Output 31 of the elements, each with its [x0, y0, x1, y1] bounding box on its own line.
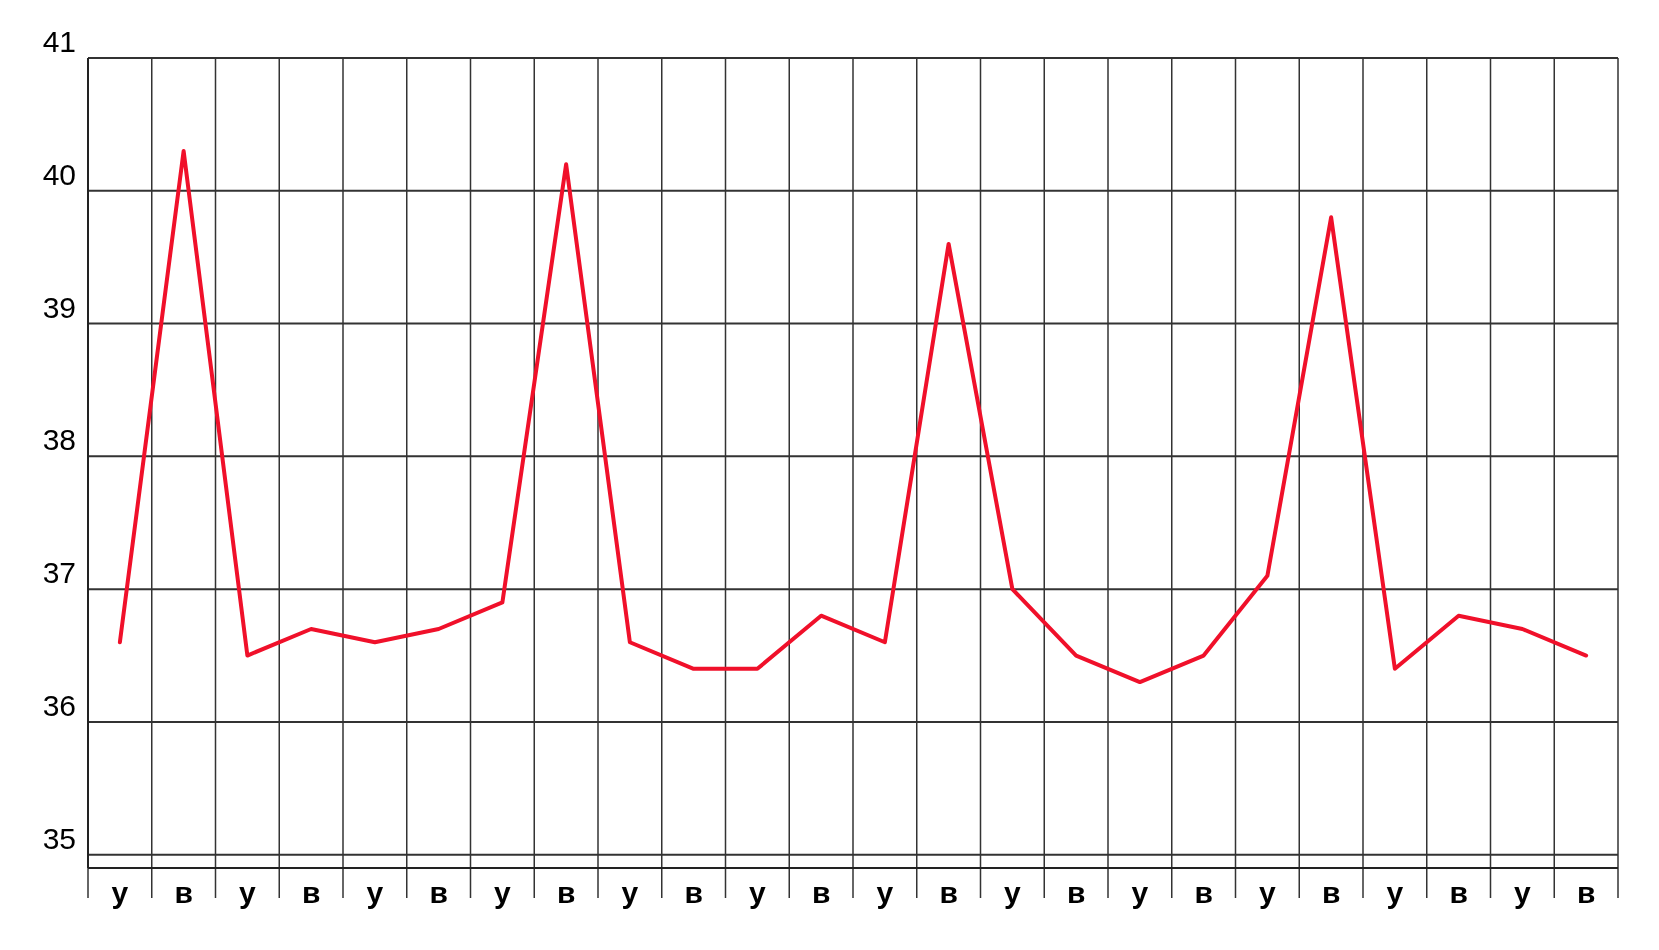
- x-tick-label: у: [1004, 876, 1022, 909]
- y-tick-label: 39: [42, 290, 76, 324]
- y-tick-label: 37: [42, 556, 76, 590]
- x-tick-label: у: [1514, 876, 1532, 909]
- y-tick-label: 38: [42, 423, 76, 457]
- x-tick-label: в: [1321, 876, 1341, 909]
- x-tick-label: в: [174, 876, 193, 909]
- x-tick-label: у: [1131, 876, 1149, 909]
- x-tick-label: в: [811, 876, 831, 909]
- x-tick-label: в: [301, 876, 321, 909]
- x-tick-label: в: [1449, 876, 1468, 909]
- y-tick-label: 40: [42, 157, 76, 191]
- x-tick-label: у: [494, 876, 512, 909]
- x-tick-label: в: [1194, 876, 1213, 909]
- x-tick-label: у: [749, 876, 767, 909]
- x-tick-label: у: [621, 876, 639, 909]
- x-tick-label: у: [876, 876, 894, 909]
- y-tick-label: 36: [42, 688, 76, 722]
- x-tick-label: в: [1576, 876, 1596, 909]
- x-tick-label: в: [684, 876, 703, 909]
- x-tick-label: в: [1066, 876, 1086, 909]
- y-tick-label: 41: [42, 25, 76, 58]
- x-tick-label: у: [1259, 876, 1277, 909]
- x-tick-label: в: [939, 876, 958, 909]
- x-tick-label: в: [556, 876, 576, 909]
- x-tick-label: у: [111, 876, 129, 909]
- x-tick-label: у: [239, 876, 257, 909]
- x-tick-label: в: [429, 876, 448, 909]
- y-tick-label: 35: [42, 821, 76, 855]
- x-tick-label: у: [1386, 876, 1404, 909]
- x-tick-label: у: [366, 876, 384, 909]
